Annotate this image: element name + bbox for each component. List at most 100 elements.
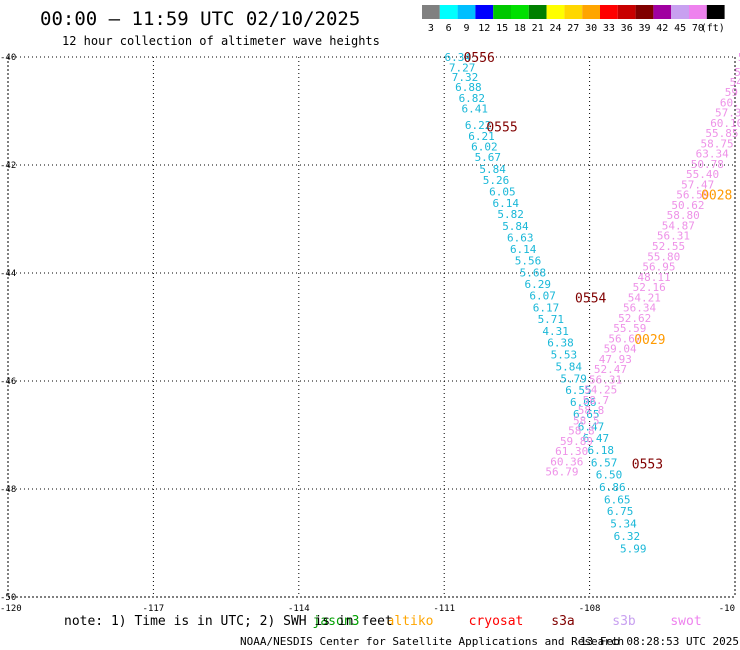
jason3-value: 6.88 bbox=[455, 81, 482, 94]
swot-value: 56.31 bbox=[657, 230, 690, 243]
jason3-value: 5.71 bbox=[538, 313, 565, 326]
jason3-value: 6.47 bbox=[578, 420, 605, 433]
swot-value: 61.30 bbox=[555, 445, 588, 458]
swot-value: 55.76 bbox=[738, 51, 740, 64]
jason3-value: 6.34 bbox=[445, 51, 472, 64]
legend-label-1: 6 bbox=[446, 23, 452, 34]
legend-label-6: 21 bbox=[532, 23, 544, 34]
jason3-value: 6.65 bbox=[573, 408, 600, 421]
legend-swatch-15 bbox=[689, 5, 707, 19]
jason3-value: 6.82 bbox=[459, 92, 486, 105]
jason3-value: 6.17 bbox=[533, 302, 560, 315]
legend-swatch-6 bbox=[528, 5, 547, 19]
pass-label: 0554 bbox=[575, 291, 606, 306]
swot-value: 48.11 bbox=[637, 271, 670, 284]
chart-title: 00:00 — 11:59 UTC 02/10/2025 bbox=[40, 8, 360, 30]
pass-label: 0028 bbox=[701, 189, 732, 204]
jason3-value: 5.84 bbox=[556, 360, 583, 373]
legend-swatch-14 bbox=[671, 5, 689, 19]
jason3-value: 4.31 bbox=[542, 325, 569, 338]
jason3-value: 5.68 bbox=[520, 266, 547, 279]
jason3-value: 5.67 bbox=[475, 151, 502, 164]
axis-ticks: -120 -117 -114 -111 -108 -10 -40 -42 -44 -46 -48 -5… bbox=[0, 53, 735, 614]
satellite-cryosat: cryosat bbox=[469, 614, 524, 629]
legend-swatch-9 bbox=[582, 5, 600, 19]
swot-value: 59.03 bbox=[725, 86, 740, 99]
jason3-value: 5.84 bbox=[502, 220, 529, 233]
swot-value: 57.47 bbox=[681, 178, 714, 191]
jason3-value: 5.84 bbox=[479, 163, 506, 176]
chart-subtitle: 12 hour collection of altimeter wave hei… bbox=[62, 34, 380, 48]
swot-value: 58.80 bbox=[667, 209, 700, 222]
legend-swatch-1 bbox=[439, 5, 458, 19]
jason3-value: 5.56 bbox=[515, 255, 542, 268]
swot-value: 52.55 bbox=[652, 240, 685, 253]
jason3-value: 6.07 bbox=[529, 290, 556, 303]
x-tick-label: -120 bbox=[0, 604, 22, 614]
jason3-value: 5.34 bbox=[610, 518, 637, 531]
x-tick-label: -108 bbox=[579, 604, 601, 614]
satellite-altiko: altiko bbox=[387, 614, 434, 629]
satellite-legend: jason3 altiko cryosat s3a s3b swot bbox=[313, 614, 702, 629]
jason3-value: 5.79 bbox=[560, 372, 587, 385]
jason3-value: 6.32 bbox=[614, 530, 641, 543]
footer-note: note: 1) Time is in UTC; 2) SWH is in fe… bbox=[64, 614, 393, 629]
jason3-value: 6.55 bbox=[565, 384, 592, 397]
y-tick-label: -48 bbox=[0, 485, 16, 495]
legend-swatch-11 bbox=[617, 5, 636, 19]
swot-value: 58.5 bbox=[573, 414, 600, 427]
legend-label-7: 24 bbox=[549, 23, 561, 34]
plot-frame bbox=[7, 56, 736, 598]
swot-value: 54.61 bbox=[730, 76, 740, 89]
jason3-value: 6.38 bbox=[547, 337, 574, 350]
legend-label-9: 30 bbox=[585, 23, 597, 34]
jason3-value: 6.65 bbox=[604, 493, 631, 506]
jason3-value: 6.41 bbox=[461, 102, 488, 115]
swot-value: 52.47 bbox=[594, 363, 627, 376]
jason3-value: 6.86 bbox=[599, 481, 626, 494]
legend-label-15: 70 bbox=[692, 23, 704, 34]
swot-value: 56.31 bbox=[589, 373, 622, 386]
swot-value: 55.40 bbox=[686, 168, 719, 181]
swot-value: 56.95 bbox=[642, 261, 675, 274]
jason3-value: 5.26 bbox=[483, 174, 510, 187]
legend-label-4: 15 bbox=[496, 23, 508, 34]
jason3-value: 6.57 bbox=[591, 457, 618, 470]
jason3-value: 6.63 bbox=[507, 231, 534, 244]
satellite-s3b: s3b bbox=[612, 614, 636, 629]
jason3-value: 5.99 bbox=[620, 542, 647, 555]
swot-value: 52.62 bbox=[618, 312, 651, 325]
swot-value: 60.36 bbox=[550, 455, 583, 468]
swot-value: 58.75 bbox=[701, 137, 734, 150]
legend-swatch-7 bbox=[546, 5, 565, 19]
swot-value: 56.79 bbox=[545, 466, 578, 479]
jason3-value: 6.75 bbox=[607, 505, 634, 518]
satellite-swot: swot bbox=[670, 614, 701, 629]
jason3-value: 6.22 bbox=[465, 119, 492, 132]
swot-value: 52.16 bbox=[633, 281, 666, 294]
satellite-jason3: jason3 bbox=[313, 614, 360, 629]
footer-timestamp: 13 Feb 08:28:53 UTC 2025 bbox=[580, 635, 739, 648]
swot-value: 59.04 bbox=[604, 343, 637, 356]
swot-value: 50.62 bbox=[671, 199, 704, 212]
y-tick-label: -44 bbox=[0, 269, 16, 279]
legend-label-3: 12 bbox=[478, 23, 490, 34]
legend-swatch-13 bbox=[653, 5, 672, 19]
pass-label: 0029 bbox=[634, 333, 665, 348]
legend-swatch-12 bbox=[635, 5, 654, 19]
legend-swatch-10 bbox=[600, 5, 618, 19]
wave-height-points: 6.347.277.326.886.826.41 6.226.216.025.67… bbox=[445, 51, 740, 555]
legend-swatch-2 bbox=[457, 5, 476, 19]
swot-value: 60.92 bbox=[720, 96, 740, 109]
swot-value: 56.67 bbox=[608, 332, 641, 345]
legend-label-13: 42 bbox=[656, 23, 668, 34]
pass-label: 0556 bbox=[464, 51, 495, 66]
swot-value: 55.59 bbox=[613, 322, 646, 335]
swot-value: 50.78 bbox=[691, 158, 724, 171]
swot-value: 59.92 bbox=[734, 66, 740, 79]
swot-value: 59.89 bbox=[560, 435, 593, 448]
color-legend: 3 6 9 12 15 18 21 24 27 30 33 36 39 42 45 70(ft) bbox=[422, 5, 725, 34]
swot-value: 54.25 bbox=[584, 384, 617, 397]
legend-label-5: 18 bbox=[514, 23, 526, 34]
swot-value: 54.87 bbox=[662, 219, 695, 232]
